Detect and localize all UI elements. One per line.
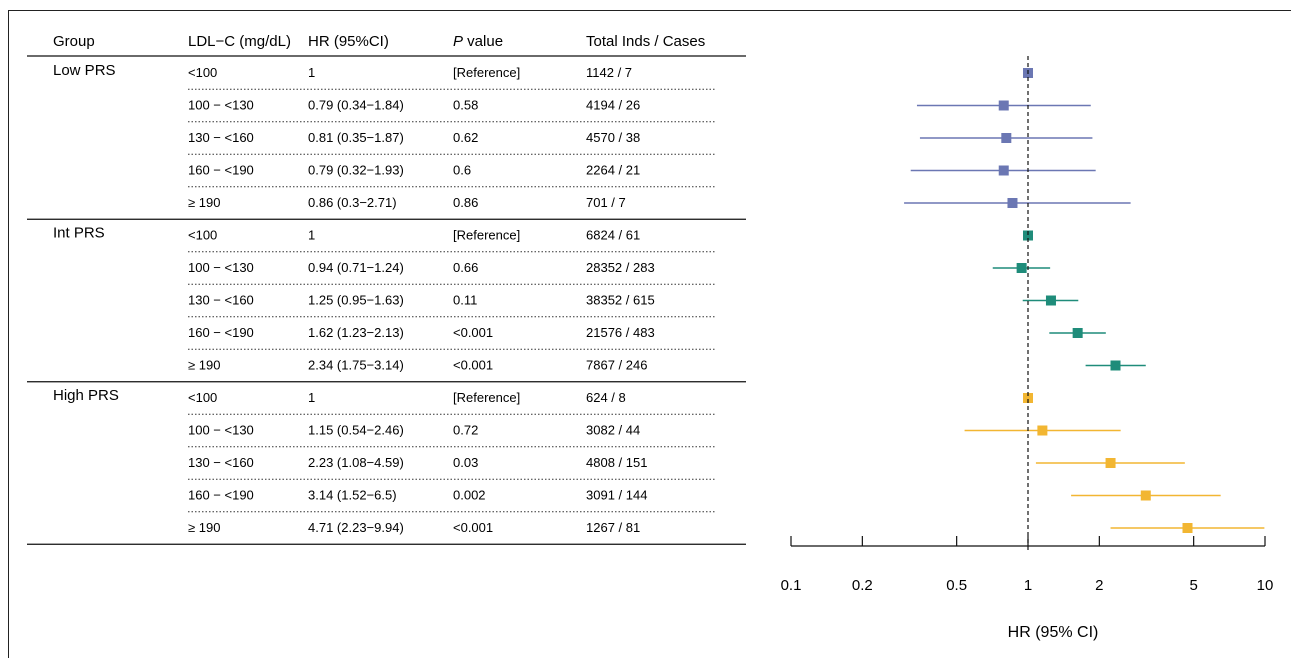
total-cell: 4570 / 38 (586, 130, 640, 145)
group-label-high-prs: High PRS (53, 387, 119, 404)
hr-cell: 2.34 (1.75−3.14) (308, 358, 404, 373)
x-tick-label: 10 (1257, 577, 1274, 594)
total-cell: 701 / 7 (586, 195, 626, 210)
total-cell: 21576 / 483 (586, 325, 655, 340)
hr-cell: 0.86 (0.3−2.71) (308, 195, 397, 210)
p-cell: <0.001 (453, 325, 493, 340)
total-cell: 2264 / 21 (586, 163, 640, 178)
header-p-value: P value (453, 33, 503, 50)
hr-cell: 0.94 (0.71−1.24) (308, 260, 404, 275)
x-tick-label: 0.5 (946, 577, 967, 594)
ldl-cell: 100 − <130 (188, 260, 254, 275)
x-axis-title: HR (95% CI) (1008, 624, 1099, 641)
p-cell: [Reference] (453, 390, 520, 405)
p-cell: 0.03 (453, 455, 478, 470)
hr-cell: 0.81 (0.35−1.87) (308, 130, 404, 145)
p-cell: [Reference] (453, 65, 520, 80)
hr-cell: 3.14 (1.52−6.5) (308, 488, 397, 503)
ldl-cell: 100 − <130 (188, 423, 254, 438)
hr-cell: 1.25 (0.95−1.63) (308, 293, 404, 308)
group-label-low-prs: Low PRS (53, 62, 116, 79)
p-cell: [Reference] (453, 228, 520, 243)
ldl-cell: ≥ 190 (188, 520, 220, 535)
hr-point (1016, 263, 1027, 273)
ldl-cell: <100 (188, 65, 217, 80)
hr-point (1045, 295, 1056, 306)
total-cell: 4808 / 151 (586, 455, 647, 470)
hr-point (1110, 360, 1121, 371)
ldl-cell: <100 (188, 390, 217, 405)
header-p-rest: value (463, 33, 503, 50)
p-cell: 0.66 (453, 260, 478, 275)
total-cell: 7867 / 246 (586, 358, 647, 373)
p-cell: <0.001 (453, 520, 493, 535)
hr-point (1105, 458, 1116, 468)
total-cell: 6824 / 61 (586, 228, 640, 243)
ldl-cell: 130 − <160 (188, 130, 254, 145)
hr-cell: 4.71 (2.23−9.94) (308, 520, 404, 535)
p-cell: 0.6 (453, 163, 471, 178)
total-cell: 4194 / 26 (586, 98, 640, 113)
hr-cell: 0.79 (0.32−1.93) (308, 163, 404, 178)
hr-point (998, 100, 1009, 111)
header-hr: HR (95%CI) (308, 33, 389, 50)
ldl-cell: 130 − <160 (188, 293, 254, 308)
x-tick-label: 0.2 (852, 577, 873, 594)
total-cell: 1267 / 81 (586, 520, 640, 535)
hr-point (1023, 230, 1033, 241)
x-tick-label: 5 (1189, 577, 1197, 594)
hr-point (1072, 328, 1083, 338)
total-cell: 3082 / 44 (586, 423, 640, 438)
hr-point (1182, 523, 1193, 533)
header-total: Total Inds / Cases (586, 33, 705, 50)
x-tick-label: 1 (1024, 577, 1032, 594)
hr-cell: 1 (308, 390, 315, 405)
ldl-cell: 100 − <130 (188, 98, 254, 113)
hr-cell: 1.15 (0.54−2.46) (308, 423, 404, 438)
total-cell: 1142 / 7 (586, 65, 632, 80)
total-cell: 624 / 8 (586, 390, 626, 405)
ldl-cell: 160 − <190 (188, 488, 254, 503)
ldl-cell: <100 (188, 228, 217, 243)
hr-point (1037, 425, 1048, 436)
hr-point (1001, 133, 1012, 143)
hr-point (1007, 198, 1018, 208)
hr-point (1023, 393, 1033, 403)
p-cell: 0.62 (453, 130, 478, 145)
hr-cell: 0.79 (0.34−1.84) (308, 98, 404, 113)
p-cell: 0.58 (453, 98, 478, 113)
figure-frame (8, 10, 1291, 658)
p-cell: 0.002 (453, 488, 486, 503)
header-ldl: LDL−C (mg/dL) (188, 33, 291, 50)
hr-point (998, 165, 1009, 176)
ldl-cell: ≥ 190 (188, 195, 220, 210)
ldl-cell: 160 − <190 (188, 325, 254, 340)
hr-cell: 1 (308, 65, 315, 80)
header-group: Group (53, 33, 95, 50)
hr-cell: 1.62 (1.23−2.13) (308, 325, 404, 340)
p-cell: 0.72 (453, 423, 478, 438)
p-cell: 0.86 (453, 195, 478, 210)
hr-point (1140, 490, 1151, 501)
ldl-cell: ≥ 190 (188, 358, 220, 373)
hr-cell: 1 (308, 228, 315, 243)
group-label-int-prs: Int PRS (53, 225, 105, 242)
x-tick-label: 2 (1095, 577, 1103, 594)
hr-cell: 2.23 (1.08−4.59) (308, 455, 404, 470)
ldl-cell: 130 − <160 (188, 455, 254, 470)
total-cell: 3091 / 144 (586, 488, 647, 503)
header-p-italic: P (453, 33, 463, 50)
p-cell: <0.001 (453, 358, 493, 373)
x-tick-label: 0.1 (781, 577, 802, 594)
ldl-cell: 160 − <190 (188, 163, 254, 178)
total-cell: 38352 / 615 (586, 293, 655, 308)
p-cell: 0.11 (453, 293, 477, 308)
total-cell: 28352 / 283 (586, 260, 655, 275)
